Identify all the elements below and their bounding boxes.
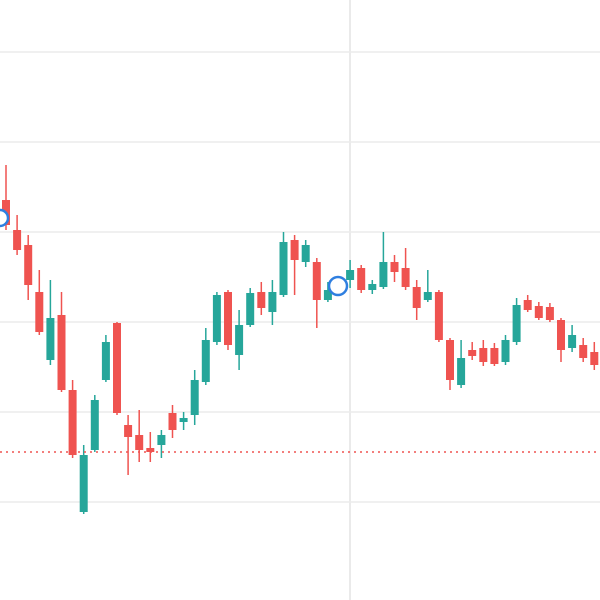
candle-body <box>401 268 410 287</box>
candle-body <box>257 292 266 308</box>
candle-body <box>390 262 399 272</box>
candle-body <box>13 230 22 250</box>
marker <box>0 208 10 228</box>
candle-body <box>446 340 454 380</box>
candle-body <box>557 320 565 350</box>
candle-body <box>79 455 88 512</box>
candle-body <box>157 435 166 445</box>
candle-body <box>323 290 332 300</box>
candle-body <box>268 292 277 312</box>
candle-body <box>423 292 432 300</box>
candle-body <box>57 315 66 390</box>
candle-body <box>124 425 133 437</box>
candle-body <box>113 323 121 413</box>
candles <box>2 165 599 514</box>
candle-body <box>168 413 177 430</box>
candle-body <box>357 268 366 290</box>
candle-body <box>68 390 77 455</box>
candle-body <box>101 342 110 380</box>
candle-body <box>468 350 477 356</box>
candle-body <box>212 295 221 342</box>
candle-body <box>368 284 377 290</box>
grid <box>0 51 600 503</box>
candle-body <box>190 380 199 415</box>
candle-body <box>490 348 499 364</box>
candle-body <box>412 287 421 308</box>
candle-body <box>579 345 588 358</box>
candle-body <box>179 418 188 422</box>
candle-body <box>590 352 599 365</box>
candle-body <box>235 325 244 355</box>
candle-body <box>301 245 310 262</box>
candle-body <box>146 448 155 452</box>
marker <box>327 275 349 297</box>
candle-body <box>90 400 99 450</box>
candle-body <box>568 335 577 348</box>
candle-body <box>346 270 355 280</box>
candle-body <box>501 340 510 362</box>
candle-body <box>246 293 255 325</box>
candle-body <box>201 340 210 382</box>
candle-body <box>434 292 443 340</box>
candle-body <box>35 292 44 332</box>
candle-body <box>135 435 144 450</box>
candle-body <box>545 307 554 320</box>
candle-body <box>224 292 232 345</box>
candle-body <box>312 262 321 300</box>
candle-body <box>512 305 521 342</box>
candle-body <box>46 318 55 360</box>
candle-body <box>523 300 532 310</box>
candle-body <box>290 240 299 260</box>
candle-body <box>534 306 543 318</box>
candle-body <box>279 242 288 295</box>
candle-body <box>457 358 466 385</box>
candle-body <box>479 348 488 362</box>
candle-body <box>24 245 33 285</box>
candle-body <box>379 262 388 287</box>
